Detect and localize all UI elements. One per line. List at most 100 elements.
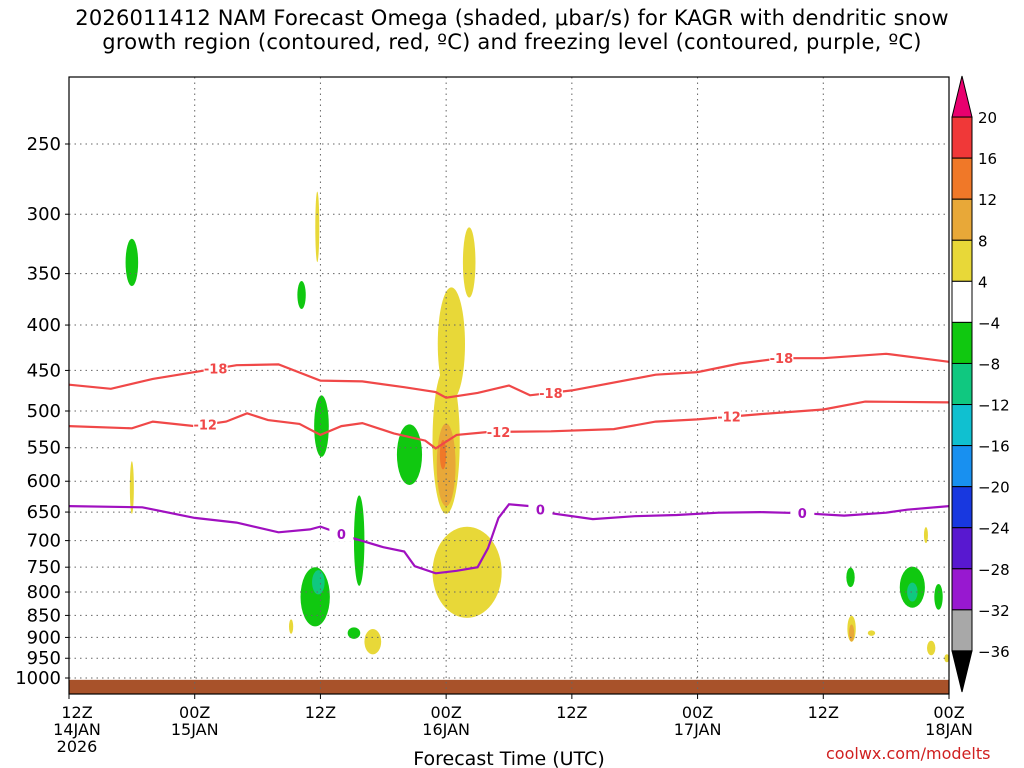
freezing-level-label-bg-1 [528, 502, 553, 517]
x-axis-label: Forecast Time (UTC) [413, 748, 604, 768]
colorbar-label-10: −24 [978, 520, 1010, 538]
omega-region-13 [432, 526, 502, 618]
colorbar-box-5 [951, 280, 973, 323]
colorbar-label-2: 12 [978, 191, 997, 209]
chart-title-line2: growth region (contoured, red, ºC) and f… [102, 30, 922, 54]
omega-region-19 [846, 567, 855, 588]
freezing-level-contour [68, 503, 950, 575]
colorbar-box-3 [951, 198, 973, 241]
freezing-level-label-bg-0 [329, 527, 354, 542]
colorbar-label-0: 20 [978, 109, 997, 127]
omega-region-7 [289, 619, 294, 634]
x-tick-label-36-2: 16JAN [422, 720, 470, 739]
plot-frame [68, 76, 950, 695]
omega-region-17 [462, 227, 476, 298]
x-tick-label-0-3: 2026 [57, 737, 98, 756]
omega-region-10 [364, 629, 382, 655]
omega-region-3 [315, 191, 320, 263]
y-tick-label-600: 600 [27, 471, 61, 492]
colorbar-label-9: −20 [978, 479, 1010, 497]
colorbar-label-3: 8 [978, 232, 988, 250]
colorbar-label-8: −16 [978, 438, 1010, 456]
y-tick-label-1000: 1000 [15, 668, 61, 689]
colorbar: 20 16 12 8 4 −4 −8 −12 −16 −20 −24 −28 −32 −36 [951, 75, 1010, 693]
omega-region-25 [923, 527, 928, 544]
colorbar-box-6 [951, 321, 973, 364]
freezing-level-label-0: 0 [337, 528, 346, 543]
freezing-level-label-1: 0 [536, 504, 545, 519]
colorbar-arrow-bottom [951, 650, 973, 693]
y-tick-label-550: 550 [27, 438, 61, 459]
omega-region-26 [934, 583, 943, 610]
y-tick-label-900: 900 [27, 627, 61, 648]
colorbar-label-6: −8 [978, 355, 1000, 373]
x-tick-label-60-2: 17JAN [674, 720, 722, 739]
omega-region-28 [944, 654, 950, 663]
y-tick-label-750: 750 [27, 557, 61, 578]
credit-text: coolwx.com/modelts [826, 744, 991, 763]
omega-region-22 [867, 630, 876, 636]
omega-region-14 [437, 287, 465, 401]
y-tick-label-400: 400 [27, 315, 61, 336]
colorbar-label-12: −32 [978, 602, 1010, 620]
freezing-level-label-bg-2 [790, 506, 815, 521]
x-tick-label-84-1: 00Z [933, 703, 964, 722]
colorbar-arrow-top [951, 75, 973, 118]
omega-region-27 [927, 640, 936, 656]
colorbar-box-10 [951, 486, 973, 529]
y-tick-label-800: 800 [27, 582, 61, 603]
colorbar-box-7 [951, 362, 973, 406]
dgz-bottom-label-1: -12 [487, 426, 511, 441]
colorbar-box-8 [951, 404, 973, 447]
colorbar-box-2 [951, 157, 973, 200]
omega-region-16 [439, 439, 447, 470]
colorbar-box-9 [951, 445, 973, 488]
omega-region-0 [125, 238, 139, 287]
omega-region-21 [848, 624, 855, 642]
y-tick-label-700: 700 [27, 531, 61, 552]
x-tick-label-12-1: 00Z [179, 703, 210, 722]
dgz-top-label-bg-0 [203, 361, 228, 376]
x-tick-label-0-1: 12Z [61, 703, 92, 722]
dgz-top-label-bg-2 [769, 351, 794, 366]
dgz-top-label-0: -18 [204, 363, 228, 378]
dgz-bottom-label-bg-0 [193, 417, 218, 432]
x-tick-label-36-1: 00Z [430, 703, 461, 722]
colorbar-box-13 [951, 609, 973, 652]
dgz-bottom-label-bg-2 [717, 409, 741, 424]
dgz-bottom-label-bg-1 [486, 424, 511, 439]
y-tick-label-450: 450 [27, 360, 61, 381]
x-tick-label-24-1: 12Z [305, 703, 336, 722]
x-tick-label-72-1: 12Z [808, 703, 839, 722]
grid-layer [69, 77, 949, 694]
colorbar-box-12 [951, 568, 973, 611]
y-axis: 2503003504004505005506006507007508008509… [15, 134, 69, 689]
dgz-top-label-bg-1 [538, 385, 563, 400]
contour-layer: -18 -18 -18 -12 -12 -12 0 0 0 [68, 351, 950, 575]
dgz-bottom-label-2: -12 [717, 411, 741, 426]
colorbar-box-1 [951, 116, 973, 159]
colorbar-label-5: −4 [978, 314, 1000, 332]
y-tick-label-500: 500 [27, 401, 61, 422]
chart-title-line1: 2026011412 NAM Forecast Omega (shaded, μ… [75, 6, 949, 30]
dgz-bottom-label-0: -12 [193, 419, 217, 434]
omega-region-11 [396, 424, 423, 485]
omega-region-18 [490, 566, 497, 599]
dgz-top-contour [68, 352, 950, 399]
x-tick-label-0-2: 14JAN [53, 720, 101, 739]
y-tick-label-650: 650 [27, 502, 61, 523]
colorbar-label-7: −12 [978, 397, 1010, 415]
colorbar-label-13: −36 [978, 643, 1010, 661]
x-tick-label-84-2: 18JAN [925, 720, 973, 739]
omega-region-6 [312, 570, 325, 595]
x-tick-label-60-1: 00Z [682, 703, 713, 722]
terrain-layer [69, 679, 949, 694]
omega-region-24 [907, 582, 918, 602]
colorbar-box-11 [951, 527, 973, 570]
dgz-top-label-1: -18 [539, 387, 563, 402]
y-tick-label-300: 300 [27, 204, 61, 225]
x-tick-label-48-1: 12Z [556, 703, 587, 722]
x-tick-label-12-2: 15JAN [171, 720, 219, 739]
